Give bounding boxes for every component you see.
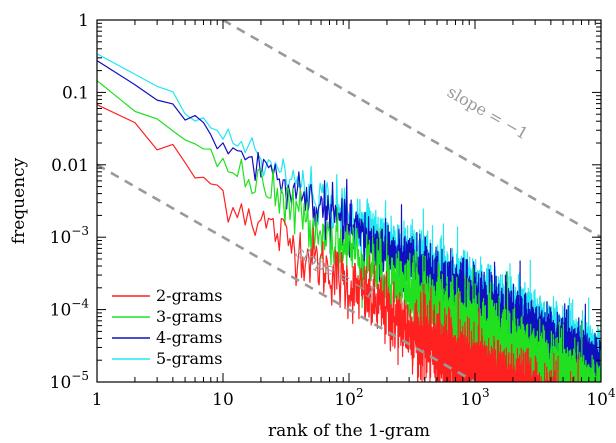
y-tick-label: 10−5: [50, 369, 89, 393]
reference-line-2: [97, 163, 476, 382]
reference-lines: [97, 20, 601, 382]
x-axis-label: rank of the 1-gram: [268, 421, 430, 441]
legend-label-5-grams: 5-grams: [156, 349, 222, 368]
y-tick-label: 0.1: [62, 83, 89, 103]
y-axis-label: frequency: [9, 157, 29, 244]
legend: 2-grams 3-grams 4-grams 5-grams: [112, 286, 222, 368]
x-tick-label: 10: [212, 390, 234, 410]
x-tick-label: 102: [334, 386, 363, 410]
series-line-2-grams: [97, 104, 579, 382]
y-tick-label: 0.01: [51, 156, 89, 176]
reference-label-1: slope = −1: [444, 82, 531, 143]
legend-label-2-grams: 2-grams: [156, 286, 222, 305]
y-tick-label: 10−4: [50, 297, 90, 321]
series-layer: [97, 53, 601, 382]
x-tick-label: 103: [460, 386, 489, 410]
reference-line-1: [222, 20, 601, 239]
y-tick-label: 10−3: [50, 224, 89, 248]
x-tick-label: 104: [586, 386, 616, 410]
series-line-3-grams: [97, 80, 601, 382]
axis-ticks: 1 10 102 103 104 1 0.1 0.01 10−3 10−4 10−5: [50, 11, 616, 410]
y-tick-label: 1: [78, 11, 89, 31]
x-tick-label: 1: [92, 390, 103, 410]
legend-label-4-grams: 4-grams: [156, 328, 222, 347]
legend-label-3-grams: 3-grams: [156, 307, 222, 326]
